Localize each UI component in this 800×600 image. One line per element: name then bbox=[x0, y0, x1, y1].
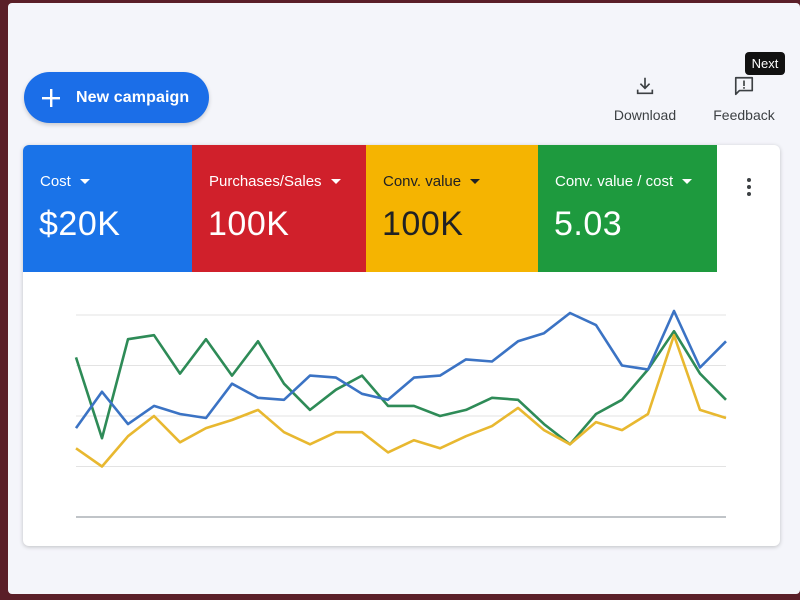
metric-value: 5.03 bbox=[554, 205, 623, 243]
metric-value: $20K bbox=[39, 205, 121, 243]
metric-label-text: Conv. value bbox=[383, 173, 462, 190]
metric-value: 100K bbox=[208, 205, 290, 243]
download-icon bbox=[636, 77, 654, 95]
caret-down-icon bbox=[682, 179, 693, 184]
feedback-icon bbox=[734, 76, 754, 96]
next-tooltip: Next bbox=[745, 52, 785, 75]
metric-label: Conv. value / cost bbox=[555, 173, 693, 190]
series-line-0 bbox=[74, 309, 727, 429]
metric-label-text: Cost bbox=[40, 173, 71, 190]
caret-down-icon bbox=[79, 179, 90, 184]
performance-line-chart bbox=[74, 309, 727, 518]
performance-card: Cost $20K Purchases/Sales 100K Conv. val… bbox=[23, 145, 780, 546]
download-button[interactable]: Download bbox=[608, 75, 682, 123]
metric-value: 100K bbox=[382, 205, 464, 243]
metric-cost[interactable]: Cost $20K bbox=[23, 145, 192, 272]
app-frame: New campaign Download Feedback Next Cost… bbox=[8, 3, 800, 594]
metric-conv-value-per-cost[interactable]: Conv. value / cost 5.03 bbox=[538, 145, 717, 272]
metric-label-text: Conv. value / cost bbox=[555, 173, 674, 190]
feedback-button[interactable]: Feedback bbox=[708, 75, 780, 123]
caret-down-icon bbox=[470, 179, 481, 184]
series-line-2 bbox=[75, 333, 727, 468]
new-campaign-label: New campaign bbox=[76, 88, 190, 106]
more-vert-icon bbox=[747, 178, 751, 182]
metric-label: Cost bbox=[40, 173, 90, 190]
plus-icon bbox=[42, 88, 60, 107]
metric-label-text: Purchases/Sales bbox=[209, 173, 322, 190]
caret-down-icon bbox=[330, 179, 341, 184]
metric-purchases-sales[interactable]: Purchases/Sales 100K bbox=[192, 145, 366, 272]
metric-label: Purchases/Sales bbox=[209, 173, 341, 190]
more-options-button[interactable] bbox=[735, 173, 763, 201]
metric-label: Conv. value bbox=[383, 173, 481, 190]
feedback-label: Feedback bbox=[713, 107, 775, 123]
more-vert-dot bbox=[747, 185, 751, 189]
new-campaign-button[interactable]: New campaign bbox=[24, 72, 209, 123]
series-line-1 bbox=[74, 329, 727, 446]
download-label: Download bbox=[613, 107, 677, 123]
more-vert-dot bbox=[747, 192, 751, 196]
metric-conv-value[interactable]: Conv. value 100K bbox=[366, 145, 538, 272]
